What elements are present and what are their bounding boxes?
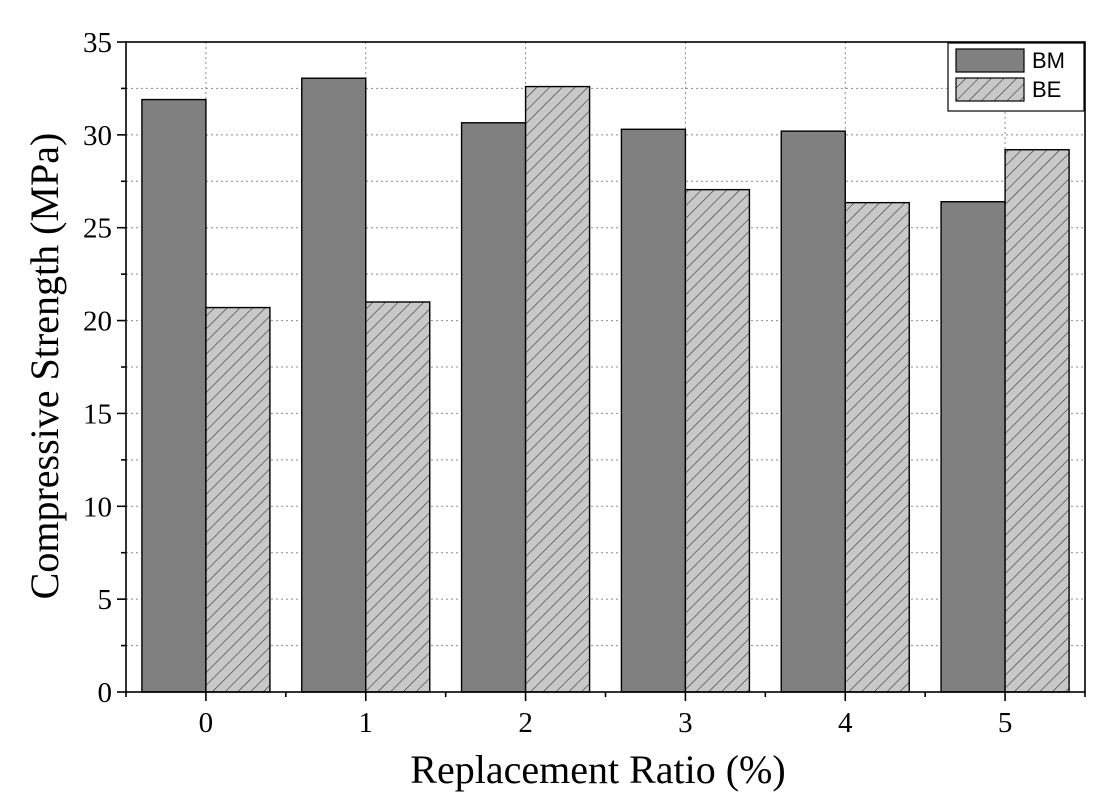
bar-bm-0 [141, 98, 207, 693]
x-tick-label: 1 [359, 707, 374, 739]
x-tick-label: 2 [518, 707, 533, 739]
legend-swatch-be [955, 77, 1025, 102]
y-tick-label: 0 [98, 677, 113, 709]
y-tick-label: 25 [83, 213, 112, 245]
x-tick-label: 0 [199, 707, 214, 739]
y-tick-label: 15 [83, 398, 112, 430]
bar-bm-1 [301, 77, 367, 693]
bar-be-5 [1004, 149, 1070, 693]
bar-bm-2 [460, 122, 527, 693]
bar-bm-5 [940, 201, 1006, 693]
bar-be-0 [205, 306, 271, 693]
bar-bm-3 [620, 128, 687, 693]
x-axis-title: Replacement Ratio (%) [410, 747, 785, 792]
bar-be-1 [365, 301, 431, 693]
x-tick-label: 5 [998, 707, 1013, 739]
x-tick-label: 4 [838, 707, 853, 739]
legend-label-bm: BM [1032, 48, 1065, 73]
legend-label-be: BE [1032, 77, 1061, 102]
bar-bm-4 [780, 130, 846, 693]
y-tick-label: 30 [83, 120, 112, 152]
x-tick-label: 3 [678, 707, 693, 739]
ticks: 0 5 10 15 20 25 30 35 0 1 2 3 4 5 [83, 27, 1086, 739]
y-tick-label: 10 [83, 491, 112, 523]
legend: BM BE [947, 42, 1085, 112]
bar-be-4 [844, 201, 910, 693]
bars [141, 77, 1070, 693]
y-tick-label: 5 [98, 584, 113, 616]
y-tick-label: 20 [83, 306, 112, 338]
bar-be-3 [684, 188, 751, 693]
bar-be-2 [524, 85, 591, 693]
legend-swatch-bm [955, 48, 1025, 73]
y-axis-title: Compressive Strength (MPa) [22, 133, 67, 600]
y-tick-label: 35 [83, 27, 112, 59]
